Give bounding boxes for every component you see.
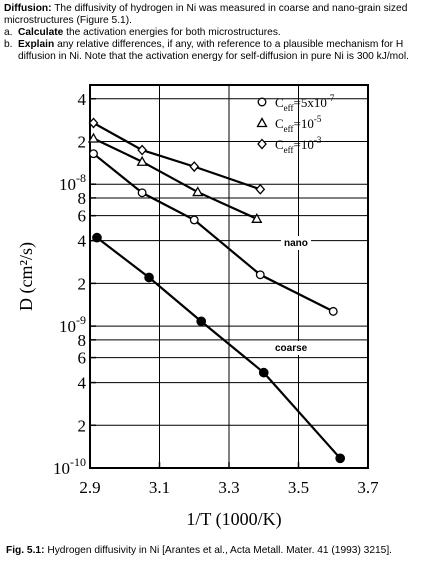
marker xyxy=(328,306,338,316)
item-lead: Calculate xyxy=(18,27,64,38)
annotation: nano xyxy=(284,238,308,249)
header-label: Diffusion: xyxy=(4,3,52,14)
marker xyxy=(144,272,154,283)
y-tick-base: 10 xyxy=(59,317,76,336)
y-tick-label: 2 xyxy=(78,416,87,435)
marker xyxy=(258,367,269,378)
legend-label: Ceff=10-5 xyxy=(275,114,322,134)
y-tick-base: 10 xyxy=(59,175,76,194)
marker xyxy=(89,149,98,159)
marker xyxy=(257,97,267,107)
marker xyxy=(196,316,207,327)
marker xyxy=(256,117,268,128)
legend-part: =10 xyxy=(294,116,314,131)
legend-part: C xyxy=(275,116,284,131)
marker xyxy=(87,132,100,143)
caption-text: Hydrogen diffusivity in Ni [Arantes et a… xyxy=(47,545,393,556)
marker xyxy=(255,270,265,280)
marker xyxy=(92,232,102,243)
marker xyxy=(189,215,199,225)
series-line xyxy=(92,152,334,313)
y-tick-exp: -9 xyxy=(76,313,86,327)
y-tick-label: 2 xyxy=(78,274,87,293)
y-tick-label: 4 xyxy=(78,374,87,393)
legend-part: =10 xyxy=(294,137,314,152)
series-line xyxy=(92,122,261,191)
y-axis-label: D (cm²/s) xyxy=(16,242,37,311)
marker xyxy=(257,138,267,150)
y-tick-label: 6 xyxy=(78,207,87,226)
problem-text: Diffusion: The diffusivity of hydrogen i… xyxy=(4,3,432,63)
y-tick-label: 4 xyxy=(78,90,87,109)
annotation: coarse xyxy=(275,343,308,354)
marker xyxy=(335,453,346,464)
y-tick-label: 6 xyxy=(78,349,87,368)
x-tick-label: 3.1 xyxy=(149,478,170,497)
annotation-bg xyxy=(281,236,311,250)
y-tick-label: 10-8 xyxy=(59,171,86,194)
legend-part: -3 xyxy=(314,135,322,145)
x-tick-label: 3.7 xyxy=(357,478,379,497)
legend-part: eff xyxy=(284,124,294,134)
annotation-bg xyxy=(272,341,314,355)
marker xyxy=(192,186,204,197)
item-text: the activation energies for both microst… xyxy=(66,27,281,38)
caption-label: Fig. 5.1: xyxy=(6,545,45,556)
y-tick-label: 8 xyxy=(78,331,87,350)
caption: Fig. 5.1: Hydrogen diffusivity in Ni [Ar… xyxy=(6,545,392,556)
legend-part: -5 xyxy=(314,114,322,124)
item-text: any relative differences, if any, with r… xyxy=(18,39,409,62)
y-tick-label: 2 xyxy=(78,132,87,151)
series-line xyxy=(93,137,258,220)
x-tick-label: 2.9 xyxy=(79,478,100,497)
legend-part: =5x10 xyxy=(294,95,327,110)
marker xyxy=(137,144,147,156)
legend-part: eff xyxy=(284,103,294,113)
legend-part: -7 xyxy=(327,93,335,103)
marker xyxy=(255,183,266,195)
item: a. Calculate the activation energies for … xyxy=(4,27,432,39)
y-tick-label: 10-10 xyxy=(53,455,86,478)
y-tick-exp: -10 xyxy=(70,455,86,469)
marker xyxy=(137,188,147,198)
x-tick-label: 3.5 xyxy=(288,478,309,497)
legend-label: Ceff=5x10-7 xyxy=(275,93,335,113)
item-lead: Explain xyxy=(18,39,55,50)
plot-frame xyxy=(89,84,369,469)
header-text: The diffusivity of hydrogen in Ni was me… xyxy=(4,3,408,26)
legend-part: C xyxy=(275,95,284,110)
marker xyxy=(136,155,148,166)
header: Diffusion: The diffusivity of hydrogen i… xyxy=(4,3,432,27)
marker xyxy=(88,117,99,129)
x-tick-label: 3.3 xyxy=(218,478,239,497)
item-marker: a. xyxy=(4,27,13,38)
legend-part: C xyxy=(275,137,284,152)
y-tick-exp: -8 xyxy=(76,171,86,185)
marker xyxy=(189,161,200,173)
y-tick-label: 8 xyxy=(78,189,87,208)
y-tick-label: 4 xyxy=(78,232,87,251)
item: b. Explain any relative differences, if a… xyxy=(4,39,432,63)
marker xyxy=(251,213,263,223)
x-axis-label: 1/T (1000/K) xyxy=(186,509,281,530)
item-marker: b. xyxy=(4,39,13,50)
legend-label: Ceff=10-3 xyxy=(275,135,322,155)
y-tick-base: 10 xyxy=(53,459,70,478)
y-tick-label: 10-9 xyxy=(59,313,86,336)
legend-part: eff xyxy=(284,145,294,155)
